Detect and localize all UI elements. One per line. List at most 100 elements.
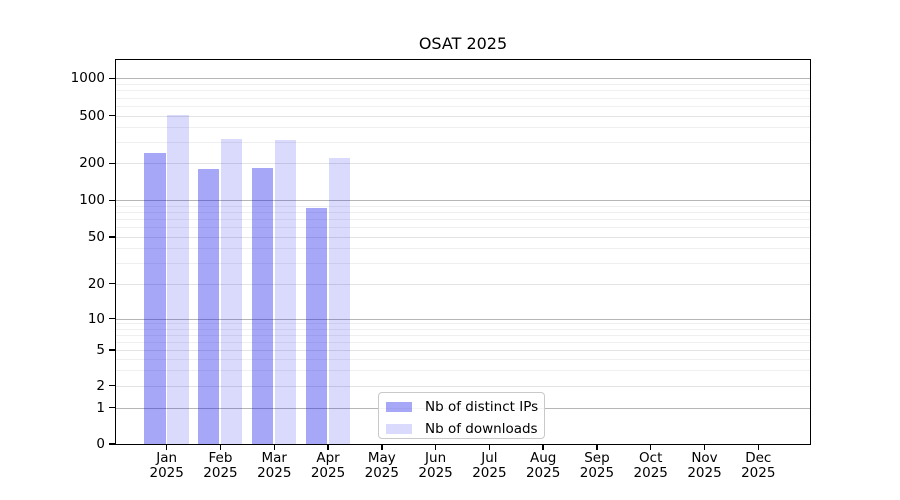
bar-downloads: [274, 140, 297, 444]
minor-gridline: [116, 237, 810, 238]
x-tick-mark: [327, 445, 329, 450]
y-tick-label: 0: [96, 436, 105, 452]
x-tick-month: Aug: [529, 450, 557, 466]
y-tick-mark: [109, 199, 115, 201]
minor-gridline: [116, 283, 810, 285]
x-tick-year: 2025: [149, 464, 184, 481]
bar-distinct-ips: [144, 153, 166, 444]
legend-swatch-downloads: [386, 424, 412, 434]
x-tick-month: Jul: [481, 450, 498, 466]
major-gridline: [116, 200, 810, 202]
x-tick-label: Jan 2025: [135, 451, 199, 480]
x-tick-label: Oct 2025: [619, 451, 683, 480]
x-tick-mark: [219, 445, 222, 450]
x-tick-mark: [650, 445, 652, 450]
x-tick-mark: [434, 445, 437, 450]
x-tick-month: Nov: [691, 450, 718, 466]
minor-gridline: [116, 369, 810, 371]
x-tick-month: Dec: [745, 450, 772, 466]
bar-distinct-ips: [305, 208, 328, 444]
x-tick-mark: [596, 445, 598, 450]
y-tick-label: 100: [79, 192, 105, 209]
x-tick-mark: [542, 445, 544, 450]
x-tick-year: 2025: [472, 464, 507, 481]
minor-gridline: [116, 212, 810, 214]
x-tick-mark: [757, 445, 759, 450]
y-tick-mark: [109, 406, 115, 409]
x-tick-mark: [381, 445, 383, 450]
legend: Nb of distinct IPs Nb of downloads: [378, 392, 545, 439]
y-tick-label: 5: [96, 342, 105, 358]
x-tick-mark: [488, 445, 491, 450]
x-tick-month: Oct: [639, 450, 663, 466]
y-tick-label: 2: [96, 377, 105, 394]
minor-gridline: [116, 142, 810, 144]
x-tick-year: 2025: [633, 464, 668, 481]
y-tick-mark: [109, 282, 115, 285]
minor-gridline: [116, 219, 810, 221]
bar-downloads: [220, 138, 243, 444]
major-gridline: [116, 78, 810, 80]
x-tick-month: Sep: [584, 450, 610, 466]
x-tick-month: Jan: [156, 450, 178, 466]
y-tick-label: 50: [87, 229, 105, 245]
x-tick-year: 2025: [579, 464, 615, 481]
major-gridline: [116, 318, 810, 320]
x-tick-month: Mar: [261, 450, 287, 466]
y-tick-label: 200: [79, 155, 105, 172]
bar-downloads: [167, 114, 189, 444]
minor-gridline: [116, 127, 810, 129]
bar-distinct-ips: [251, 167, 274, 444]
x-tick-label: May 2025: [350, 451, 414, 480]
x-tick-year: 2025: [741, 464, 776, 481]
x-tick-label: Aug 2025: [511, 451, 575, 480]
x-tick-year: 2025: [418, 464, 453, 481]
y-tick-label: 1000: [70, 70, 105, 87]
minor-gridline: [116, 83, 810, 85]
x-tick-label: Mar 2025: [242, 451, 306, 480]
y-tick-mark: [109, 162, 115, 164]
minor-gridline: [116, 163, 810, 165]
x-tick-year: 2025: [687, 464, 722, 481]
legend-swatch-distinct-ips: [386, 402, 412, 412]
x-tick-year: 2025: [257, 464, 292, 481]
y-tick-mark: [109, 77, 115, 79]
legend-item: Nb of downloads: [386, 419, 544, 439]
y-tick-label: 500: [79, 107, 105, 124]
minor-gridline: [116, 90, 810, 92]
minor-gridline: [116, 97, 810, 99]
x-tick-month: Apr: [316, 450, 340, 466]
minor-gridline: [116, 334, 810, 336]
y-tick-mark: [109, 236, 115, 238]
x-tick-label: Dec 2025: [726, 451, 790, 480]
x-tick-label: Apr 2025: [296, 451, 360, 480]
y-tick-mark: [109, 115, 115, 117]
legend-label: Nb of distinct IPs: [425, 399, 539, 415]
x-tick-label: Jun 2025: [404, 451, 468, 480]
x-tick-mark: [166, 445, 168, 450]
minor-gridline: [116, 323, 810, 325]
minor-gridline: [116, 328, 810, 330]
legend-label: Nb of downloads: [425, 421, 538, 437]
minor-gridline: [116, 341, 810, 343]
y-tick-label: 10: [87, 310, 105, 327]
x-tick-mark: [703, 445, 706, 450]
y-tick-mark: [109, 443, 115, 445]
minor-gridline: [116, 248, 810, 250]
minor-gridline: [116, 105, 810, 107]
x-tick-label: Jul 2025: [457, 451, 521, 480]
y-tick-mark: [109, 384, 115, 387]
y-tick-mark: [109, 349, 115, 351]
y-tick-label: 1: [96, 399, 105, 416]
minor-gridline: [116, 385, 810, 387]
x-tick-year: 2025: [525, 464, 561, 481]
plot-area: [116, 60, 810, 444]
x-tick-label: Feb 2025: [188, 451, 252, 480]
minor-gridline: [116, 358, 810, 360]
y-tick-mark: [109, 317, 115, 320]
x-tick-year: 2025: [203, 464, 238, 481]
x-tick-year: 2025: [310, 464, 346, 481]
x-tick-month: Feb: [208, 450, 233, 466]
x-tick-year: 2025: [364, 464, 399, 481]
